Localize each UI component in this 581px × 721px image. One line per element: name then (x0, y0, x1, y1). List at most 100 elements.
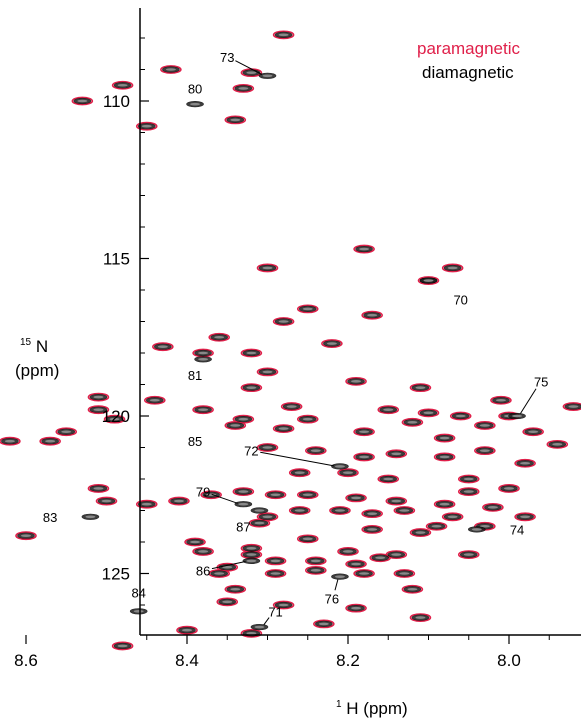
peak-contour-inner (391, 553, 402, 556)
peak-contour-inner (270, 493, 281, 497)
peak-label-86: 86 (196, 563, 210, 578)
peak-contour-inner (222, 565, 233, 569)
peak-contour-inner (61, 430, 72, 434)
peak-paramagnetic (208, 332, 230, 342)
peak-contour-inner (463, 553, 474, 556)
peak-contour-inner (230, 587, 241, 591)
peak-contour-inner (278, 33, 289, 37)
peak-paramagnetic (87, 405, 110, 415)
peak-contour-inner (367, 512, 378, 515)
peak-paramagnetic (135, 121, 158, 131)
peak-paramagnetic (313, 619, 335, 629)
peak-paramagnetic (345, 376, 367, 386)
peak-paramagnetic (296, 304, 319, 314)
peak-paramagnetic (409, 613, 432, 622)
peak-paramagnetic (184, 537, 206, 547)
peak-contour-inner (246, 632, 257, 635)
peak-paramagnetic (490, 395, 512, 405)
peak-paramagnetic (152, 342, 174, 352)
peak-contour-inner (262, 446, 273, 449)
peak-contour-inner (238, 87, 249, 90)
peak-contour-inner (190, 102, 201, 106)
peak-paramagnetic (200, 490, 222, 500)
peak-contour-inner (479, 424, 490, 427)
peak-paramagnetic (144, 395, 166, 405)
peak-paramagnetic (264, 556, 287, 566)
peak-contour-inner (334, 509, 345, 512)
peak-contour-inner (109, 417, 120, 421)
peak-contour-inner (310, 449, 321, 452)
peak-contour-inner (351, 380, 362, 383)
legend-diamagnetic: diamagnetic (422, 63, 514, 82)
peak-contour-inner (359, 430, 370, 434)
peak-paramagnetic (176, 625, 198, 635)
peak-paramagnetic (264, 490, 287, 500)
peak-contour-inner (391, 452, 402, 456)
x-axis-label-main: H (ppm) (346, 699, 407, 718)
peak-contour-inner (214, 572, 225, 575)
peak-contour-inner (423, 411, 434, 415)
peak-contour-inner (278, 320, 289, 323)
peak-contour-inner (45, 439, 56, 443)
peak-contour-inner (367, 313, 378, 317)
peak-contour-inner (198, 358, 209, 361)
peak-paramagnetic (71, 96, 94, 106)
peak-paramagnetic (160, 65, 182, 74)
peak-contour-inner (4, 439, 15, 443)
peak-paramagnetic (433, 452, 456, 462)
peak-paramagnetic (393, 506, 416, 515)
peak-paramagnetic (417, 276, 440, 285)
y-axis-label-unit: (ppm) (15, 361, 59, 380)
peak-contour-inner (230, 424, 241, 427)
peak-contour-inner (487, 506, 498, 509)
peak-contour-inner (165, 68, 176, 71)
x-axis-label: 1 H (ppm) (336, 692, 408, 718)
peak-contour-inner (133, 610, 144, 613)
peak-paramagnetic (55, 427, 78, 437)
peak-contour-inner (375, 556, 386, 560)
peak-contour-inner (383, 408, 394, 412)
peak-contour-inner (93, 395, 104, 399)
peak-label-81: 81 (188, 368, 202, 383)
peak-contour-inner (149, 398, 160, 402)
peak-contour-inner (552, 443, 563, 446)
peak-paramagnetic (192, 547, 214, 556)
peak-contour-inner (270, 572, 281, 575)
peak-paramagnetic (345, 603, 367, 613)
peak-contour-inner (463, 490, 474, 493)
peak-paramagnetic (457, 474, 480, 484)
peak-leader-76 (334, 579, 339, 591)
peak-paramagnetic (111, 80, 134, 90)
peak-contour-inner (439, 436, 450, 440)
peak-contour-inner (85, 515, 96, 519)
peak-contour-inner (310, 559, 321, 563)
peak-paramagnetic (256, 443, 279, 452)
y-axis-label: 15 N (20, 330, 48, 356)
peak-leader-79 (211, 493, 238, 504)
peak-label-83: 83 (43, 510, 57, 525)
peak-contour-inner (246, 553, 257, 556)
peak-contour-inner (93, 408, 104, 412)
peak-paramagnetic (15, 531, 37, 541)
peak-paramagnetic (353, 427, 375, 437)
peak-paramagnetic (296, 534, 319, 544)
peak-leader-72 (260, 451, 335, 467)
peak-contour-inner (359, 572, 370, 575)
peak-paramagnetic (208, 569, 230, 578)
peak-label-84: 84 (131, 585, 145, 600)
peak-contour-inner (246, 547, 257, 550)
peak-contour-inner (93, 487, 104, 490)
peak-paramagnetic (296, 490, 319, 500)
y-tick-label: 125 (102, 565, 130, 584)
peak-contour-inner (343, 471, 353, 475)
peak-contour-inner (318, 622, 329, 626)
peak-paramagnetic (385, 550, 408, 559)
peak-paramagnetic (449, 411, 472, 421)
peak-paramagnetic (280, 402, 303, 411)
peak-paramagnetic (482, 502, 504, 512)
peak-contour-inner (343, 550, 353, 553)
peak-paramagnetic (337, 468, 359, 478)
series-diamagnetic (1, 31, 581, 650)
peak-paramagnetic (264, 569, 287, 578)
peak-label-80: 80 (188, 81, 202, 96)
